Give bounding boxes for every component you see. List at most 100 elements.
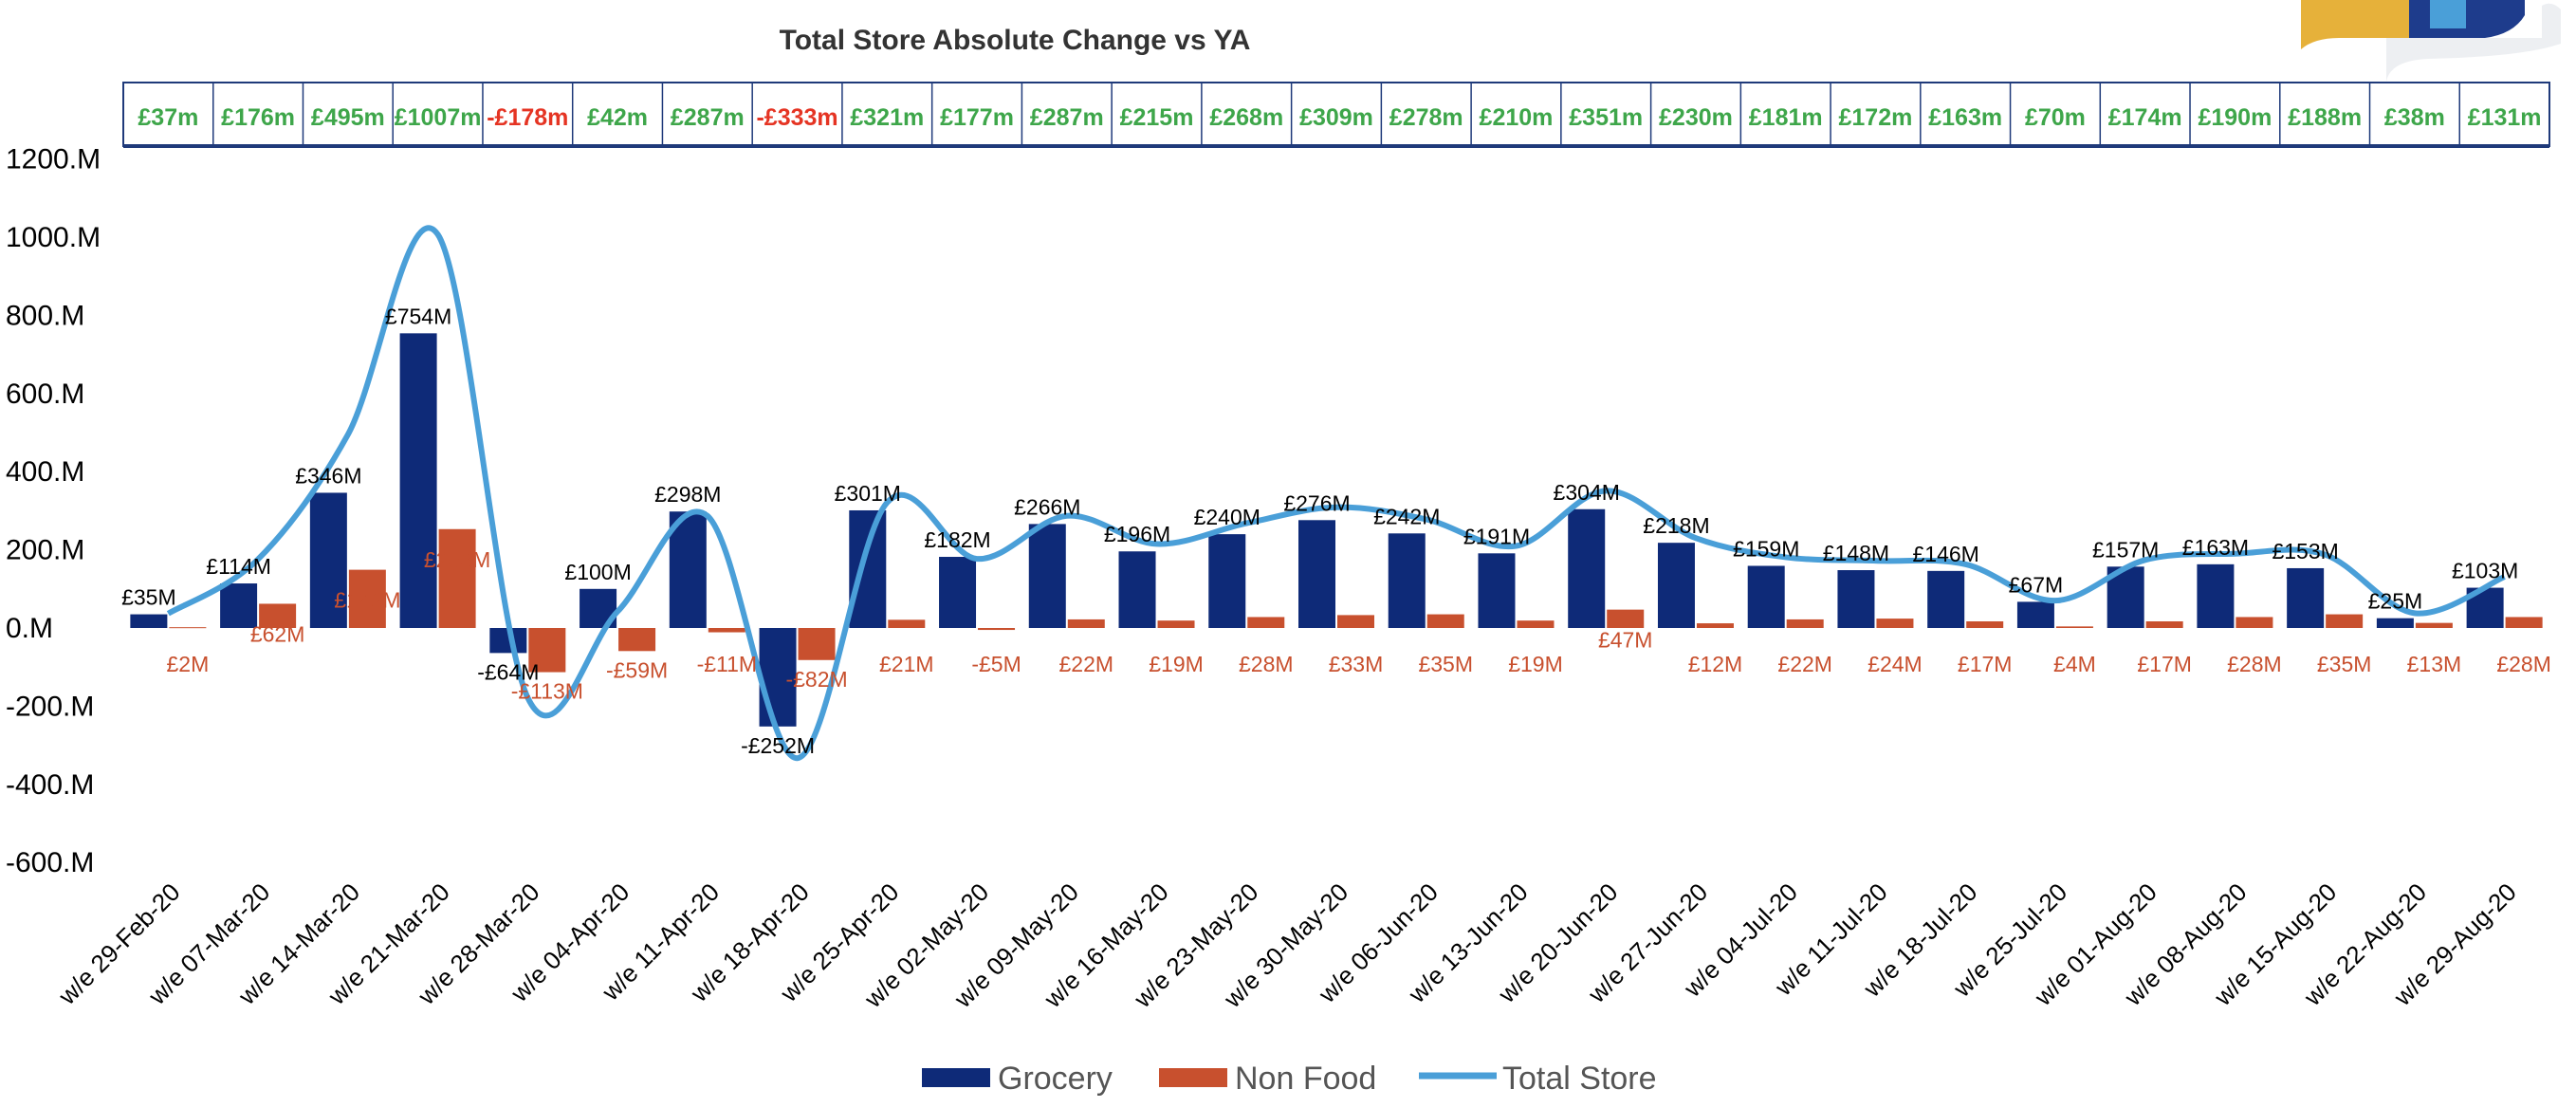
non-food-bar (2505, 617, 2543, 628)
total-row-frame (122, 82, 2550, 147)
grocery-bar (939, 557, 977, 628)
total-row-cell: £190m (2198, 104, 2272, 131)
non-food-bar (348, 569, 386, 628)
non-food-data-label: £19M (1149, 652, 1204, 676)
grocery-bar (220, 583, 258, 628)
total-row-cell: £70m (2025, 104, 2086, 131)
non-food-bar (1517, 620, 1555, 628)
total-row-cell: £495m (311, 104, 385, 131)
non-food-bar (2145, 620, 2183, 628)
brand-logo (2301, 0, 2561, 82)
legend-label-total-store: Total Store (1502, 1061, 1657, 1097)
non-food-bar (438, 528, 476, 628)
non-food-data-label: £17M (1958, 652, 2013, 676)
grocery-bar (759, 628, 797, 727)
grocery-bar (1388, 533, 1426, 628)
grocery-data-label: £240M (1194, 505, 1260, 529)
non-food-bar (1696, 623, 1734, 628)
grocery-bar (849, 509, 887, 628)
non-food-data-label: £2M (166, 652, 209, 676)
total-row-cell: £174m (2108, 104, 2182, 131)
total-store-line-path (166, 225, 2506, 762)
non-food-bar (528, 628, 566, 673)
non-food-bars (169, 528, 2543, 673)
total-row-cell: £278m (1389, 104, 1463, 131)
y-tick-label: -400.M (6, 769, 94, 801)
non-food-bar (2326, 614, 2364, 628)
total-row-cell: £38m (2384, 104, 2445, 131)
total-row-cell: £37m (138, 104, 198, 131)
grocery-bar (2197, 563, 2235, 628)
non-food-data-label: £12M (1688, 652, 1743, 676)
grocery-bar (1208, 534, 1246, 628)
grocery-bar (399, 333, 437, 628)
total-row-cell: £321m (850, 104, 924, 131)
grocery-bar (2287, 567, 2325, 628)
grocery-data-label: £100M (564, 560, 631, 584)
grocery-bar (1657, 543, 1695, 628)
non-food-bar (1876, 619, 1914, 628)
non-food-data-label: £28M (2496, 652, 2551, 676)
total-row-cell: £131m (2468, 104, 2542, 131)
total-row-cell: £42m (587, 104, 648, 131)
total-row-cell: £351m (1569, 104, 1643, 131)
non-food-data-label: -£11M (697, 652, 758, 676)
legend-swatch-non-food (1159, 1068, 1227, 1087)
grocery-data-label: £114M (206, 554, 271, 579)
grocery-data-label: £159M (1733, 536, 1799, 561)
grocery-bar (130, 614, 168, 628)
non-food-bar (618, 628, 656, 652)
grocery-data-label: £304M (1554, 480, 1620, 505)
grocery-data-label: £163M (2182, 535, 2249, 560)
total-row-cell: £287m (671, 104, 745, 131)
grocery-bar (1568, 508, 1606, 628)
non-food-data-label: £35M (2317, 652, 2372, 676)
y-tick-label: 0.M (6, 613, 53, 644)
y-tick-label: -600.M (6, 847, 94, 878)
total-row-cell: £268m (1209, 104, 1283, 131)
grocery-bar (1028, 524, 1066, 628)
total-store-row: £37m £176m £495m £1007m -£178m £42m £287m -£333… (122, 82, 2550, 148)
non-food-data-label: £21M (879, 652, 934, 676)
x-axis: w/e 29-Feb-20w/e 07-Mar-20w/e 14-Mar-20w… (52, 877, 2522, 1014)
y-axis: 1200.M 1000.M 800.M 600.M 400.M 200.M 0.M -200.… (6, 144, 101, 879)
non-food-data-label: £47M (1598, 628, 1653, 653)
legend-swatch-grocery (922, 1068, 990, 1087)
chart-title: Total Store Absolute Change vs YA (780, 25, 1251, 56)
non-food-bar (1426, 614, 1464, 628)
grocery-data-label: £35M (121, 585, 176, 610)
legend-label-grocery: Grocery (998, 1061, 1113, 1097)
total-row-cell: £287m (1030, 104, 1104, 131)
non-food-bar (2415, 622, 2453, 628)
non-food-data-label: £22M (1777, 652, 1832, 676)
grocery-data-label: £298M (654, 482, 721, 507)
total-row-cell: £215m (1120, 104, 1194, 131)
non-food-bar (169, 627, 207, 629)
non-food-data-label: £19M (1508, 652, 1563, 676)
non-food-bar (2236, 617, 2273, 628)
non-food-bar (1607, 609, 1645, 628)
non-food-bar (888, 619, 926, 628)
non-food-data-label: £13M (2407, 652, 2462, 676)
non-food-data-label: £33M (1329, 652, 1384, 676)
non-food-bar (1786, 619, 1824, 628)
non-food-data-label: -£5M (971, 652, 1021, 676)
non-food-data-label: £22M (1059, 652, 1114, 676)
total-row-cell: £163m (1928, 104, 2002, 131)
non-food-data-label: £253M (424, 547, 490, 572)
non-food-bar (1157, 620, 1195, 628)
grocery-data-label: £301M (835, 481, 901, 506)
grocery-bar (1118, 551, 1156, 628)
grocery-data-label: £25M (2368, 589, 2423, 614)
y-tick-label: -200.M (6, 691, 94, 722)
grocery-data-label: £148M (1823, 541, 1889, 565)
grocery-data-label: -£64M (477, 659, 539, 684)
non-food-bar (798, 628, 836, 660)
grocery-data-labels: £35M £114M £346M £754M -£64M £100M £298M -£252M… (121, 304, 2518, 757)
non-food-data-labels: £2M £62M £149M £253M -£113M -£59M -£11M -£82M £2… (166, 547, 2550, 704)
non-food-bar (978, 628, 1016, 631)
grocery-bar (669, 511, 707, 628)
non-food-data-label: £17M (2137, 652, 2192, 676)
grocery-data-label: £153M (2272, 539, 2338, 563)
